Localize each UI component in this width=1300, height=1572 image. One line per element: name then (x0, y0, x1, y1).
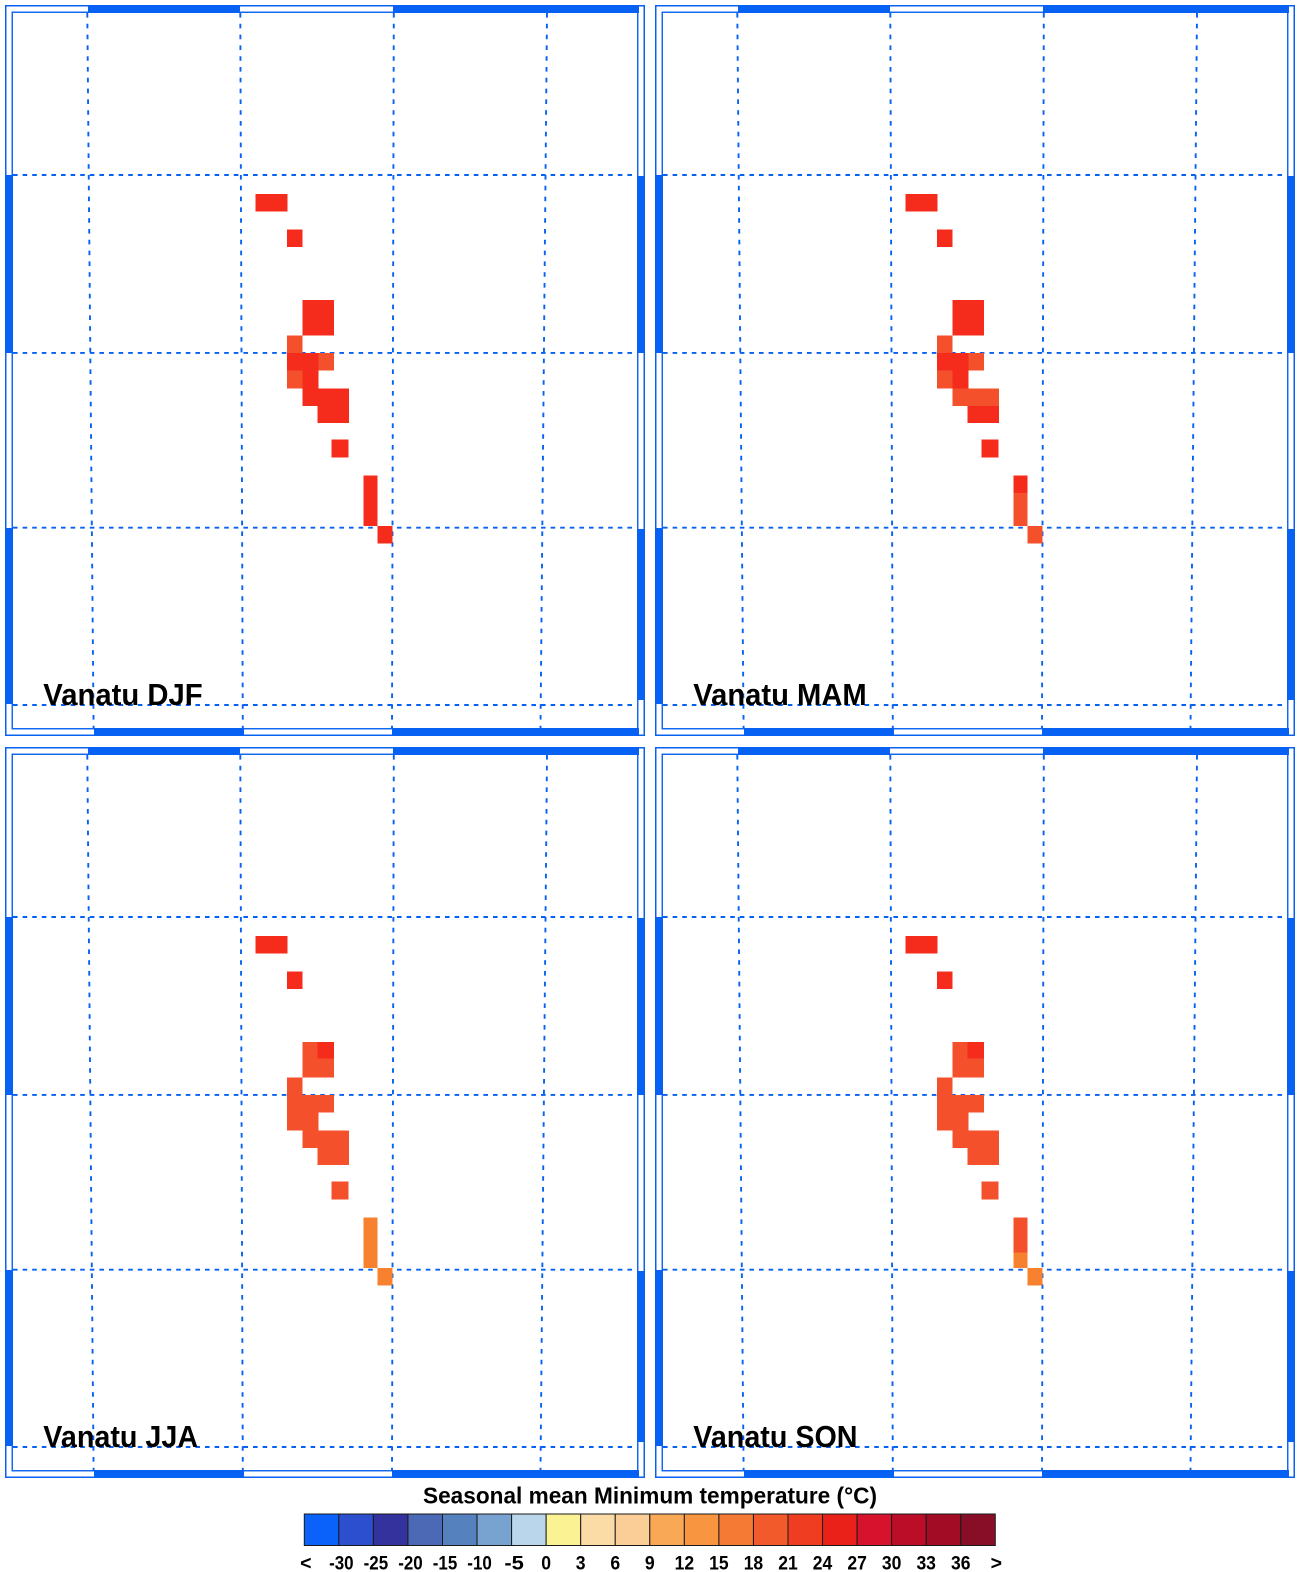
svg-text:18: 18 (744, 1553, 764, 1572)
svg-text:3: 3 (576, 1553, 586, 1572)
svg-text:Vanatu SON: Vanatu SON (693, 1419, 857, 1454)
svg-text:-5: -5 (504, 1553, 524, 1572)
svg-text:6: 6 (610, 1553, 620, 1572)
svg-text:-15: -15 (433, 1553, 458, 1572)
svg-text:33: 33 (916, 1553, 936, 1572)
svg-text:0: 0 (541, 1553, 551, 1572)
svg-text:24: 24 (813, 1553, 833, 1572)
svg-text:Vanatu DJF: Vanatu DJF (43, 677, 202, 712)
svg-text:-30: -30 (329, 1553, 354, 1572)
svg-text:Seasonal mean Minimum temperat: Seasonal mean Minimum temperature (°C) (423, 1483, 877, 1509)
svg-text:30: 30 (882, 1553, 902, 1572)
svg-text:-25: -25 (364, 1553, 389, 1572)
svg-text:>: > (991, 1553, 1002, 1572)
svg-text:36: 36 (951, 1553, 971, 1572)
svg-text:<: < (300, 1553, 311, 1572)
svg-text:9: 9 (645, 1553, 655, 1572)
svg-text:Vanatu MAM: Vanatu MAM (693, 677, 866, 712)
svg-text:21: 21 (778, 1553, 798, 1572)
svg-text:27: 27 (847, 1553, 867, 1572)
svg-text:-10: -10 (467, 1553, 492, 1572)
svg-text:15: 15 (709, 1553, 729, 1572)
svg-text:Vanatu JJA: Vanatu JJA (43, 1419, 198, 1454)
svg-text:12: 12 (675, 1553, 695, 1572)
svg-text:-20: -20 (398, 1553, 423, 1572)
